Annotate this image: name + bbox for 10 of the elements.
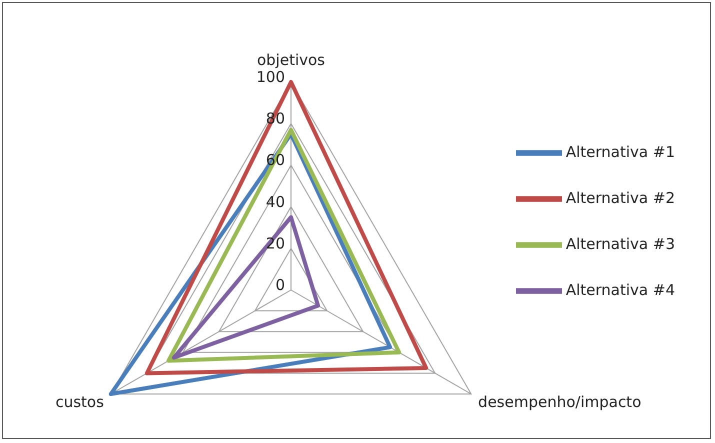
y-tick-label: 40 <box>266 192 285 211</box>
y-tick-label: 0 <box>275 276 285 294</box>
y-tick-label: 100 <box>256 68 285 86</box>
legend-label: Alternativa #1 <box>566 142 675 161</box>
legend-label: Alternativa #4 <box>566 280 675 299</box>
legend-label: Alternativa #3 <box>566 234 675 253</box>
legend-label: Alternativa #2 <box>566 188 675 207</box>
spoke-label: objetivos <box>256 51 326 69</box>
spoke-label: desempenho/impacto <box>478 393 642 411</box>
spoke-label: custos <box>55 393 104 411</box>
